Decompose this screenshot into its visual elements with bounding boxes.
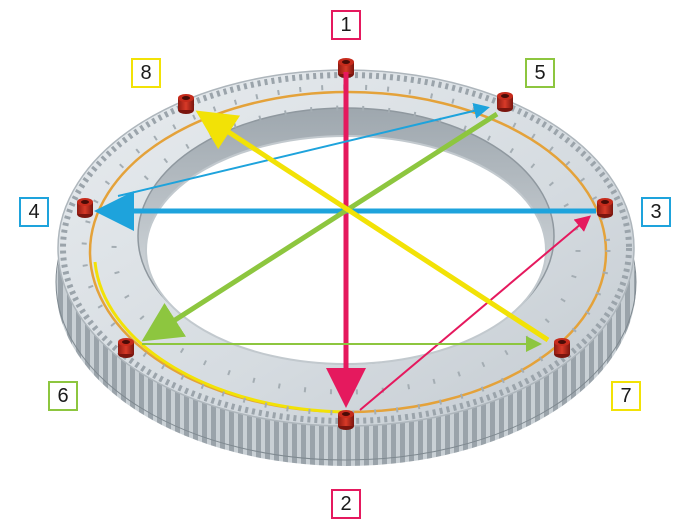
label-2: 2 (331, 489, 361, 519)
arrow-5-to-6 (141, 111, 499, 342)
bolt-icon (118, 338, 134, 358)
bolt-icon (497, 92, 513, 112)
bolt-icon (554, 338, 570, 358)
bolt-icon (178, 94, 194, 114)
arrow-2-to-3 (359, 215, 592, 411)
label-7-text: 7 (620, 384, 632, 407)
label-5-text: 5 (534, 61, 546, 84)
bolt-icon (338, 410, 354, 430)
arrows-group (94, 72, 596, 411)
label-1: 1 (331, 10, 361, 40)
label-7: 7 (611, 381, 641, 411)
label-3: 3 (641, 197, 671, 227)
label-4-text: 4 (28, 200, 40, 223)
label-8: 8 (131, 58, 161, 88)
label-5: 5 (525, 58, 555, 88)
arrow-4-to-5 (117, 103, 490, 197)
label-6-text: 6 (57, 384, 69, 407)
label-4: 4 (19, 197, 49, 227)
arrow-7-to-8 (195, 110, 550, 343)
label-1-text: 1 (340, 13, 352, 36)
label-2-text: 2 (340, 492, 352, 515)
label-3-text: 3 (650, 200, 662, 223)
label-6: 6 (48, 381, 78, 411)
bolts-group (77, 58, 613, 430)
label-8-text: 8 (140, 61, 152, 84)
bolt-icon (77, 198, 93, 218)
bolt-icon (597, 198, 613, 218)
